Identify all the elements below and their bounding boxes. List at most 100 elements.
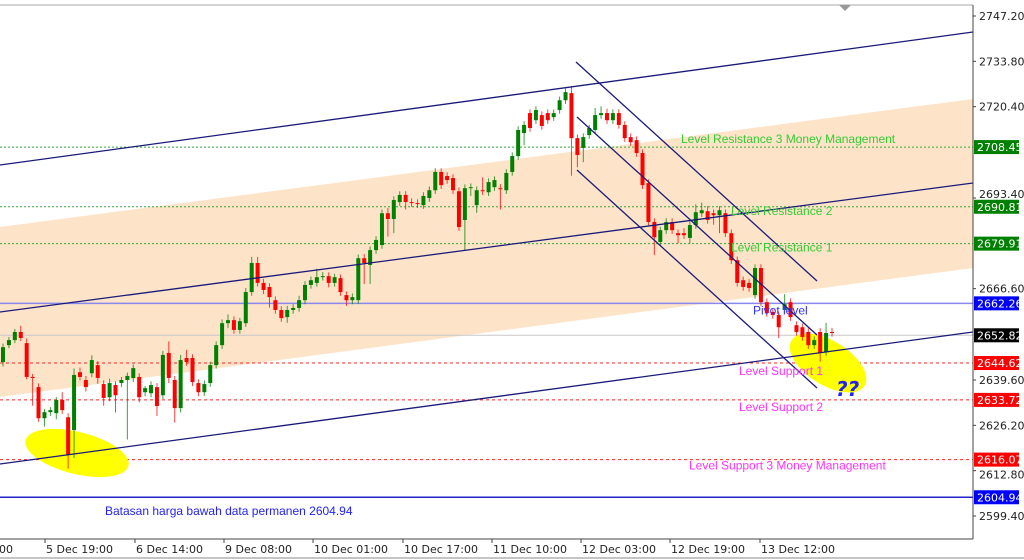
floor-note-label: Batasan harga bawah data permanen 2604.9… (105, 504, 353, 518)
price-tag-label: 2616.07 (977, 454, 1023, 467)
y-tick-label: 2720.40 (979, 101, 1024, 114)
bear-candle (30, 376, 35, 378)
y-tick-label: 2747.20 (979, 10, 1024, 23)
bull-candle (89, 360, 94, 374)
bear-candle (498, 188, 503, 190)
y-tick-label: 2666.60 (979, 283, 1024, 296)
bear-candle (439, 171, 444, 186)
price-tag-label: 2644.62 (977, 357, 1023, 370)
bear-candle (788, 302, 793, 318)
bull-candle (226, 320, 231, 324)
level-label: Level Support 2 (739, 400, 823, 414)
x-tick-label: 9 Dec 08:00 (225, 543, 292, 556)
bull-candle (302, 284, 307, 301)
bear-candle (634, 140, 639, 154)
bull-candle (782, 304, 787, 310)
price-tag (974, 199, 1019, 214)
bear-candle (616, 113, 621, 125)
price-tag (974, 392, 1019, 407)
bull-candle (551, 113, 556, 118)
bull-candle (368, 250, 373, 265)
bear-candle (705, 211, 710, 220)
bear-candle (83, 380, 88, 388)
bear-candle (806, 331, 811, 346)
bear-candle (800, 327, 805, 338)
bull-candle (557, 100, 562, 111)
bear-candle (113, 385, 118, 396)
y-tick-label: 2599.40 (979, 510, 1024, 523)
bear-candle (729, 233, 734, 261)
bull-candle (356, 258, 361, 301)
bear-candle (723, 213, 728, 234)
y-tick-label: 2693.40 (979, 188, 1024, 201)
bear-candle (681, 233, 686, 236)
bear-candle (231, 320, 236, 330)
bull-candle (699, 210, 704, 214)
bull-candle (753, 268, 758, 296)
bear-candle (764, 302, 769, 314)
bull-candle (510, 156, 515, 172)
bear-candle (403, 194, 408, 203)
bull-candle (350, 297, 355, 301)
bull-candle (131, 368, 136, 378)
bull-candle (397, 194, 402, 203)
bear-candle (166, 352, 171, 378)
bull-candle (687, 225, 692, 238)
bull-candle (107, 383, 112, 398)
level-labels: Level Resistance 3 Money Management Level… (681, 132, 896, 473)
bear-candle (362, 258, 367, 263)
bear-candle (747, 282, 752, 288)
bull-candle (308, 280, 313, 285)
bull-candle (658, 230, 663, 242)
bull-candle (160, 354, 165, 396)
trendline (576, 169, 818, 389)
bull-candle (54, 399, 59, 414)
bull-candle (504, 172, 509, 191)
bear-candle (794, 325, 799, 332)
question-annotation: ?? (836, 377, 860, 401)
bull-candle (379, 213, 384, 246)
bull-candle (563, 92, 568, 101)
price-tag-label: 2690.81 (977, 201, 1023, 214)
bull-candle (125, 375, 130, 381)
bull-candle (522, 124, 527, 134)
bear-candle (830, 331, 834, 333)
bear-candle (409, 202, 414, 204)
bull-candle (285, 309, 290, 318)
bull-candle (332, 277, 337, 283)
bear-candle (154, 387, 159, 407)
trendline (575, 61, 818, 282)
bear-candle (604, 113, 609, 121)
bear-candle (77, 372, 82, 377)
bear-candle (261, 282, 266, 291)
x-tick-label: 12 Dec 19:00 (671, 543, 745, 556)
scroll-shift-marker-icon[interactable] (839, 5, 851, 11)
price-tag (974, 236, 1019, 251)
price-tag (974, 140, 1019, 155)
bull-candle (391, 200, 396, 219)
bull-candle (421, 195, 426, 206)
bear-candle (18, 331, 23, 339)
bull-candle (593, 115, 598, 131)
bull-candle (824, 332, 829, 352)
bear-candle (451, 178, 456, 191)
trendline (0, 31, 974, 166)
level-label: Pivot level (753, 303, 808, 317)
bull-candle (178, 360, 183, 409)
bull-candle (533, 110, 538, 121)
bull-candle (297, 300, 302, 308)
bull-candle (610, 113, 615, 121)
bear-candle (758, 268, 763, 303)
bear-candle (711, 213, 716, 216)
level-label: Level Resistance 1 (731, 241, 833, 255)
bull-candle (249, 262, 254, 293)
trendline (0, 331, 974, 465)
bull-candle (486, 182, 491, 193)
bear-candle (60, 399, 65, 411)
chart-frame (0, 4, 1024, 559)
bear-candle (415, 203, 420, 205)
trendline (0, 182, 974, 313)
bull-candle (1, 347, 5, 363)
price-tag (974, 296, 1019, 311)
